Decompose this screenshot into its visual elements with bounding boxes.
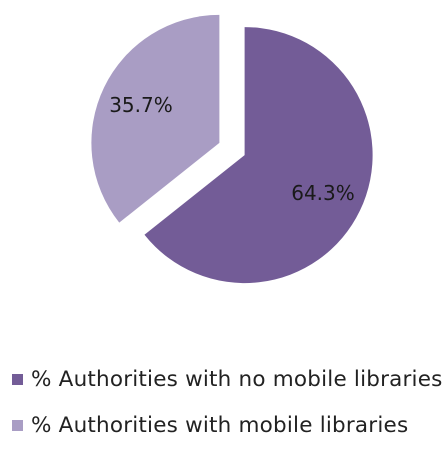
legend: % Authorities with no mobile libraries %…: [12, 366, 444, 458]
legend-swatch-no-mobile-libraries: [12, 373, 23, 385]
legend-swatch-mobile-libraries: [12, 419, 23, 431]
data-label-no-mobile-libraries: 64.3%: [291, 181, 355, 205]
legend-item-mobile-libraries[interactable]: % Authorities with mobile libraries: [12, 412, 444, 438]
slice-no-mobile-libraries[interactable]: [144, 27, 373, 284]
legend-item-no-mobile-libraries[interactable]: % Authorities with no mobile libraries: [12, 366, 444, 392]
legend-label-no-mobile-libraries: % Authorities with no mobile libraries: [31, 366, 443, 392]
slice-mobile-libraries[interactable]: [91, 14, 220, 223]
legend-label-mobile-libraries: % Authorities with mobile libraries: [31, 412, 409, 438]
pie-chart: 64.3% 35.7%: [91, 14, 373, 284]
data-label-mobile-libraries: 35.7%: [109, 93, 173, 117]
